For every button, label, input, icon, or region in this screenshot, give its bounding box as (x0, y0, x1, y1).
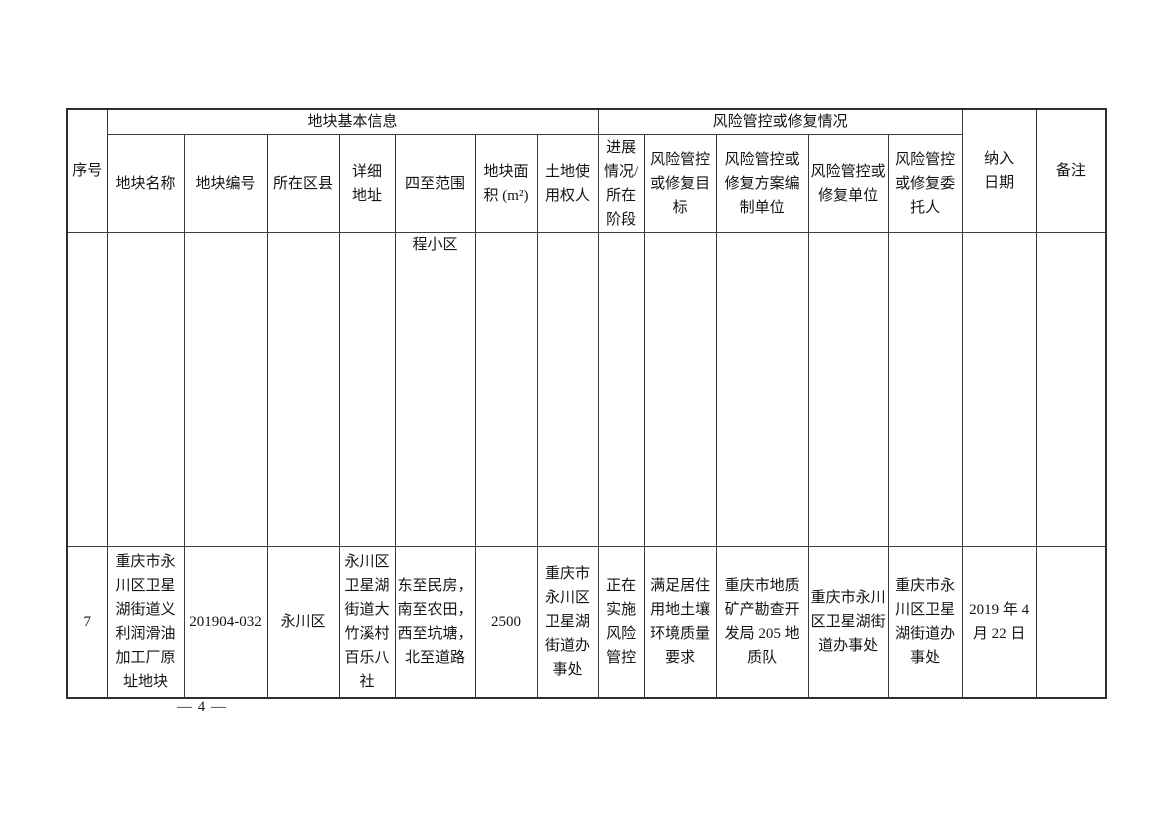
header-cell-name: 地块名称 (106, 134, 185, 233)
cell-goal: 满足居住用地土壤环境质量要求 (643, 546, 717, 698)
carryover-cell-repair-unit (807, 232, 889, 547)
carryover-cell-area (474, 232, 538, 547)
cell-repair-unit: 重庆市永川区卫星湖街道办事处 (807, 546, 889, 698)
cell-area: 2500 (474, 546, 538, 698)
carryover-cell-plan-unit (715, 232, 809, 547)
cell-district: 永川区 (266, 546, 340, 698)
header-cell-goal: 风险管控或修复目标 (643, 134, 717, 233)
cell-remark (1035, 546, 1107, 698)
cell-address: 永川区卫星湖街道大竹溪村百乐八社 (338, 546, 396, 698)
carryover-cell-code (183, 232, 268, 547)
header-cell-remark: 备注 (1035, 108, 1107, 233)
header-cell-repair-unit: 风险管控或修复单位 (807, 134, 889, 233)
carryover-cell-district (266, 232, 340, 547)
cell-plan-unit: 重庆市地质矿产勘查开发局 205 地质队 (715, 546, 809, 698)
header-cell-code: 地块编号 (183, 134, 268, 233)
header-cell-plan-unit: 风险管控或修复方案编制单位 (715, 134, 809, 233)
carryover-cell-seq (66, 232, 108, 547)
carryover-cell-remark (1035, 232, 1107, 547)
header-subhead-row: 地块名称 地块编号 所在区县 详细地址 四至范围 地块面积 (m²) 土地使用权… (67, 134, 1106, 233)
carryover-cell-name (106, 232, 185, 547)
cell-land-user: 重庆市永川区卫星湖街道办事处 (536, 546, 599, 698)
carryover-cell-bounds: 程小区 (394, 232, 476, 547)
header-cell-district: 所在区县 (266, 134, 340, 233)
table-row-7: 7 重庆市永川区卫星湖街道义利润滑油加工厂原址地块 201904-032 永川区… (66, 546, 1107, 698)
land-parcel-table: 序号 地块基本信息 风险管控或修复情况 纳入日期 备注 地块名称 地块编号 所在… (66, 108, 1108, 699)
carryover-cell-include-date (961, 232, 1037, 547)
cell-include-date: 2019 年 4 月 22 日 (961, 546, 1037, 698)
carryover-cell-principal (887, 232, 963, 547)
carryover-cell-land-user (536, 232, 599, 547)
cell-name: 重庆市永川区卫星湖街道义利润滑油加工厂原址地块 (106, 546, 185, 698)
carryover-row: 程小区 (66, 232, 1107, 547)
cell-principal: 重庆市永川区卫星湖街道办事处 (887, 546, 963, 698)
header-cell-area: 地块面积 (m²) (474, 134, 538, 233)
cell-progress: 正在实施风险管控 (597, 546, 645, 698)
header-cell-include-date: 纳入日期 (961, 108, 1037, 233)
header-cell-seq: 序号 (66, 108, 108, 233)
header-group-basic-info: 地块基本信息 (106, 108, 599, 135)
carryover-cell-address (338, 232, 396, 547)
header-group-risk-info: 风险管控或修复情况 (597, 108, 963, 135)
carryover-cell-progress (597, 232, 645, 547)
page-number: — 4 — (177, 699, 227, 715)
carryover-cell-goal (643, 232, 717, 547)
header-cell-bounds: 四至范围 (394, 134, 476, 233)
header-cell-land-user: 土地使用权人 (536, 134, 599, 233)
cell-bounds: 东至民房，南至农田，西至坑塘，北至道路 (394, 546, 476, 698)
header-cell-address: 详细地址 (338, 134, 396, 233)
header-group-row: 序号 地块基本信息 风险管控或修复情况 纳入日期 备注 (66, 108, 1107, 233)
header-cell-principal: 风险管控或修复委托人 (887, 134, 963, 233)
header-cell-progress: 进展情况/所在阶段 (597, 134, 645, 233)
table-header: 序号 地块基本信息 风险管控或修复情况 纳入日期 备注 地块名称 地块编号 所在… (66, 108, 1107, 233)
cell-code: 201904-032 (183, 546, 268, 698)
cell-seq: 7 (66, 546, 108, 698)
